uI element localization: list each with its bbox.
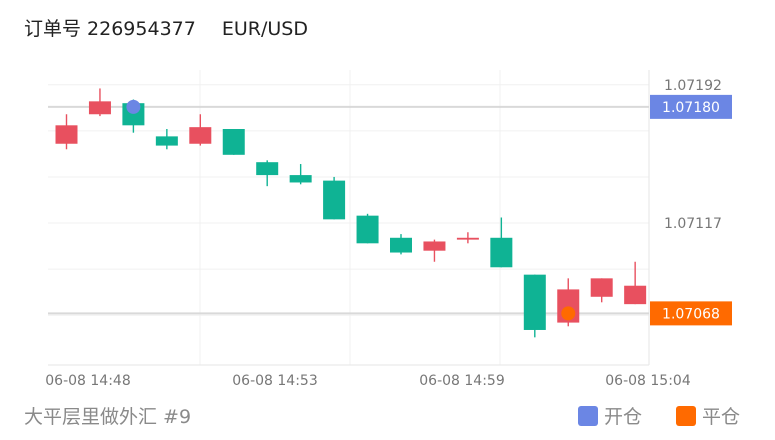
order-number: 订单号 226954377 <box>24 18 196 40</box>
source-label: 大平层里做外汇 #9 <box>24 406 192 428</box>
candle-body <box>624 285 647 305</box>
candle-body <box>523 274 546 330</box>
x-tick-label: 06-08 14:53 <box>232 373 317 389</box>
legend-open: 开仓 <box>578 402 642 429</box>
open-price-tag-bg <box>650 94 732 119</box>
x-tick-label: 06-08 14:59 <box>419 373 504 389</box>
x-tick-label: 06-08 14:48 <box>45 373 130 389</box>
open-price-tag: 1.07180 <box>662 100 720 116</box>
candle-body <box>189 127 212 144</box>
markers-layer <box>126 99 576 321</box>
candle-body <box>55 125 78 144</box>
close-price-tag-bg <box>650 301 732 326</box>
candle-body <box>490 237 513 268</box>
legend-close: 平仓 <box>676 402 740 429</box>
candle-body <box>590 278 613 297</box>
legend-close-label: 平仓 <box>702 406 741 428</box>
candle-body <box>289 175 312 183</box>
candle-body <box>256 162 279 176</box>
candle-body <box>390 237 412 253</box>
currency-pair: EUR/USD <box>221 18 308 40</box>
candles-layer <box>55 88 647 338</box>
candlestick-chart: 1.07192 1.07117 1.07180 1.07068 06-08 14:48 0… <box>45 70 732 389</box>
close-price-tag: 1.07068 <box>662 306 720 322</box>
open-marker-icon <box>126 99 141 114</box>
open-swatch-icon <box>578 405 598 426</box>
order-header: 订单号 226954377 EUR/USD <box>24 14 308 41</box>
candle-body <box>222 129 245 155</box>
candle-body <box>155 136 178 146</box>
axis-layer: 1.07192 1.07117 1.07180 1.07068 06-08 14:48 0… <box>45 78 732 389</box>
legend-open-label: 开仓 <box>604 406 643 428</box>
candle-body <box>323 180 346 220</box>
candle-body <box>88 101 111 115</box>
chart-grid <box>48 70 650 366</box>
candle-body <box>456 237 479 240</box>
candle-body <box>423 241 446 251</box>
x-tick-label: 06-08 15:04 <box>605 373 691 389</box>
close-swatch-icon <box>676 405 696 426</box>
close-marker-icon <box>561 306 576 321</box>
candle-body <box>356 215 379 244</box>
y-tick-label: 1.07117 <box>664 216 722 232</box>
y-tick-label: 1.07192 <box>664 78 722 94</box>
